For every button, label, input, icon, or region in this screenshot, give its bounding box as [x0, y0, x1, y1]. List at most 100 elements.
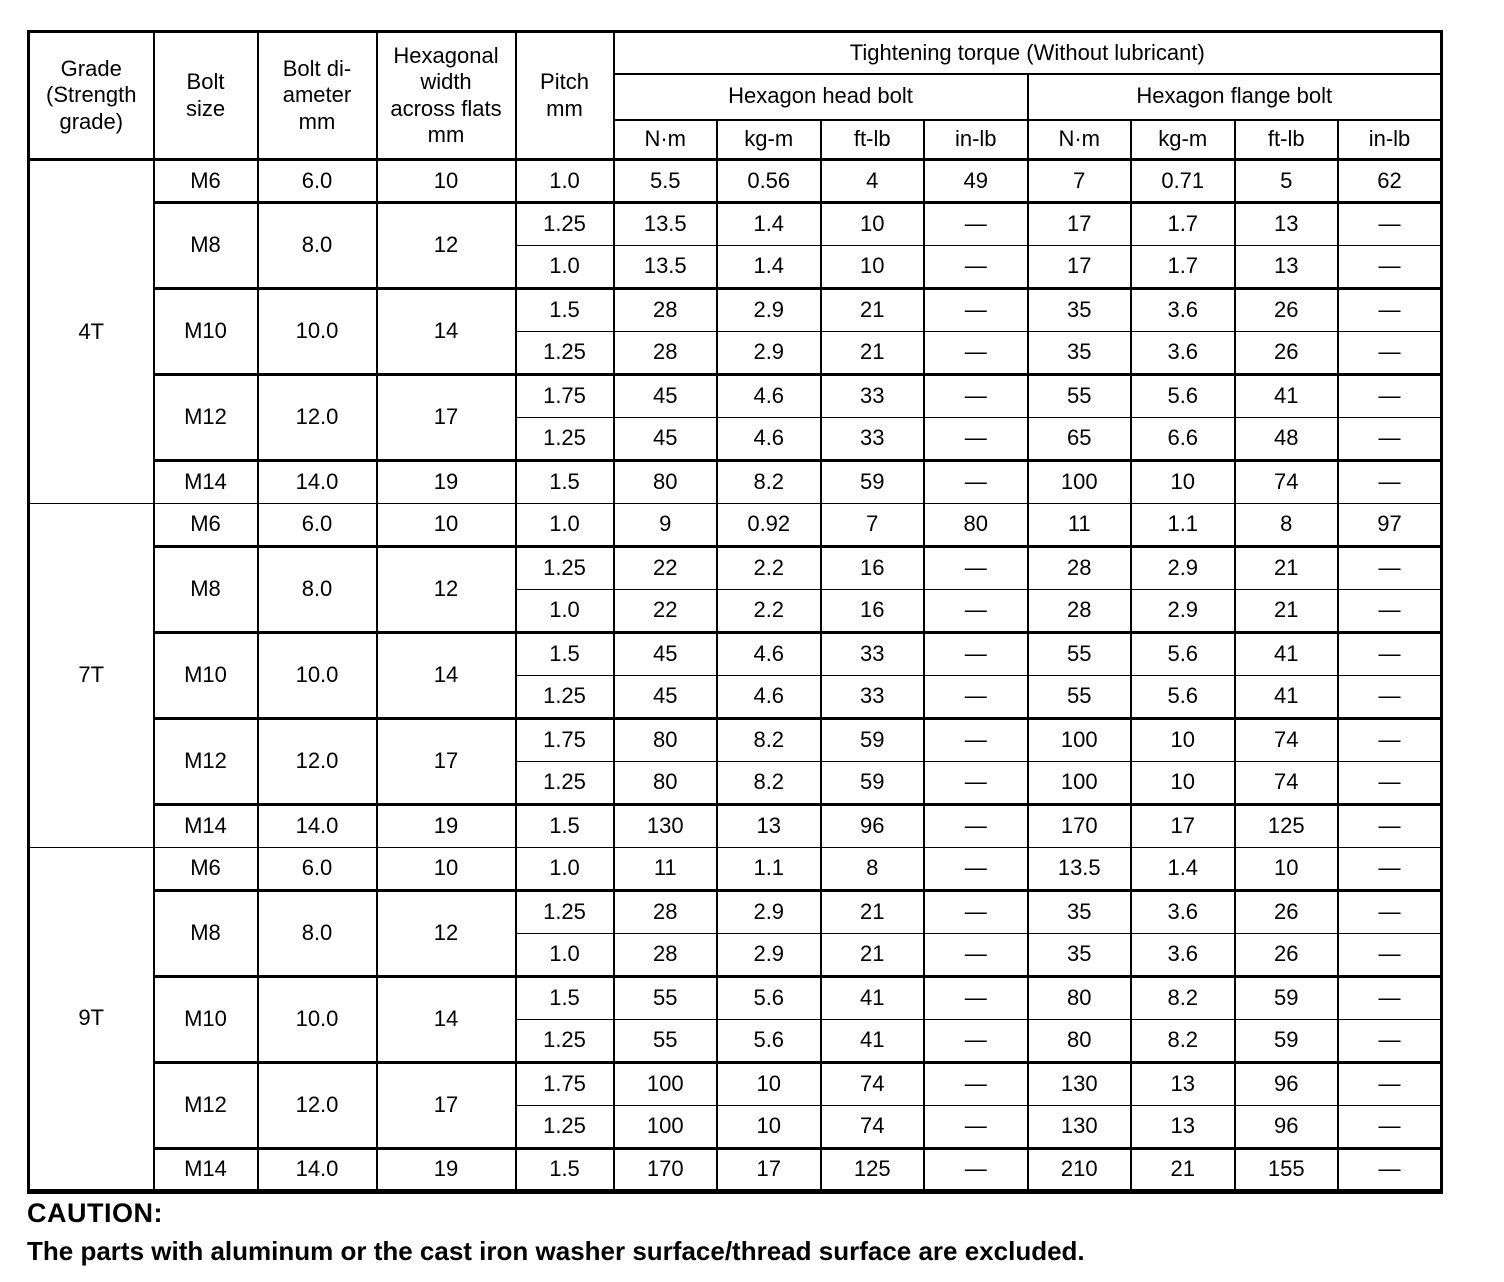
- flange-bolt-torque-cell: 1.4: [1130, 847, 1236, 891]
- head-bolt-torque-cell: 16: [819, 589, 925, 633]
- head-bolt-torque-cell: 33: [819, 631, 925, 676]
- flange-bolt-torque-cell: 3.6: [1130, 331, 1236, 375]
- col-header-pitch: Pitch mm: [514, 30, 615, 161]
- flange-bolt-torque-cell: 125: [1233, 803, 1339, 848]
- bolt-size-cell: M14: [152, 459, 259, 504]
- head-bolt-torque-cell: —: [923, 803, 1029, 848]
- head-bolt-torque-cell: 7: [819, 503, 925, 547]
- grade-cell: 4T: [27, 159, 155, 504]
- head-bolt-torque-cell: 2.2: [716, 545, 822, 590]
- head-bolt-torque-cell: 33: [819, 373, 925, 418]
- head-bolt-torque-cell: 33: [819, 675, 925, 719]
- flange-bolt-torque-cell: 2.9: [1130, 589, 1236, 633]
- head-bolt-torque-cell: 10: [716, 1061, 822, 1106]
- table-row: 7T M6 6.0 10 1.0 9 0.92 7 80 11 1.1 8 97: [27, 503, 1443, 848]
- flange-bolt-torque-cell: 35: [1026, 933, 1132, 977]
- head-bolt-torque-cell: —: [923, 287, 1029, 332]
- bolt-diameter-cell: 8.0: [256, 889, 378, 977]
- head-bolt-torque-cell: —: [923, 975, 1029, 1020]
- table-row: M14 14.0 19 1.5 170 17 125—210 21 155—: [29, 1147, 1443, 1192]
- pitch-cell: 1.25: [514, 761, 615, 805]
- bolt-diameter-cell: 6.0: [256, 159, 378, 203]
- unit-header-head-nm: N·m: [612, 118, 718, 161]
- flange-bolt-torque-cell: 8.2: [1130, 1019, 1236, 1063]
- head-bolt-torque-cell: 8.2: [716, 761, 822, 805]
- hex-width-cell: 17: [375, 373, 517, 461]
- head-bolt-torque-cell: —: [923, 331, 1029, 375]
- head-bolt-torque-cell: 0.56: [716, 159, 822, 203]
- head-bolt-torque-cell: 41: [819, 1019, 925, 1063]
- flange-bolt-torque-cell: 21: [1130, 1147, 1236, 1192]
- flange-bolt-torque-cell: —: [1337, 889, 1443, 934]
- flange-bolt-torque-cell: 65: [1026, 417, 1132, 461]
- flange-bolt-torque-cell: 1.1: [1130, 503, 1236, 547]
- head-bolt-torque-cell: 74: [819, 1105, 925, 1149]
- flange-bolt-torque-cell: 3.6: [1130, 287, 1236, 332]
- flange-bolt-torque-cell: —: [1337, 675, 1443, 719]
- head-bolt-torque-cell: 13.5: [612, 245, 718, 289]
- table-row: 1.0 28 2.9 21—35 3.6 26—: [29, 933, 1443, 977]
- head-bolt-torque-cell: —: [923, 1105, 1029, 1149]
- bolt-size-cell: M8: [152, 545, 259, 633]
- flange-bolt-torque-cell: —: [1337, 545, 1443, 590]
- flange-bolt-torque-cell: 130: [1026, 1061, 1132, 1106]
- head-bolt-torque-cell: 41: [819, 975, 925, 1020]
- head-bolt-torque-cell: 80: [612, 761, 718, 805]
- head-bolt-torque-cell: 5.6: [716, 975, 822, 1020]
- flange-bolt-torque-cell: 80: [1026, 1019, 1132, 1063]
- head-bolt-torque-cell: 2.9: [716, 287, 822, 332]
- flange-bolt-torque-cell: 80: [1026, 975, 1132, 1020]
- bolt-size-cell: M8: [152, 889, 259, 977]
- table-row: 1.25 80 8.2 59—100 10 74—: [29, 761, 1443, 805]
- head-bolt-torque-cell: 0.92: [716, 503, 822, 547]
- flange-bolt-torque-cell: —: [1337, 933, 1443, 977]
- head-bolt-torque-cell: 21: [819, 889, 925, 934]
- flange-bolt-torque-cell: 0.71: [1130, 159, 1236, 203]
- pitch-cell: 1.5: [514, 631, 615, 676]
- hex-width-cell: 17: [375, 717, 517, 805]
- flange-bolt-torque-cell: 10: [1130, 761, 1236, 805]
- head-bolt-torque-cell: 45: [612, 417, 718, 461]
- bolt-diameter-cell: 14.0: [256, 803, 378, 848]
- flange-bolt-torque-cell: 210: [1026, 1147, 1132, 1192]
- table-row: M10 10.0 14 1.5 28 2.9 21—35 3.6 26—: [29, 287, 1443, 375]
- pitch-cell: 1.0: [514, 159, 615, 203]
- torque-spec-table: Grade (Strength grade) Bolt size Bolt di…: [27, 30, 1444, 1194]
- table-row: M12 12.0 17 1.75 100 10 74—130 13 96—: [29, 1061, 1443, 1149]
- hex-width-cell: 10: [375, 847, 517, 891]
- flange-bolt-torque-cell: —: [1337, 373, 1443, 418]
- bolt-diameter-cell: 8.0: [256, 201, 378, 289]
- flange-bolt-torque-cell: 5.6: [1130, 373, 1236, 418]
- head-bolt-torque-cell: 1.4: [716, 245, 822, 289]
- header-tightening-torque: Tightening torque (Without lubricant): [612, 30, 1443, 75]
- pitch-cell: 1.25: [514, 417, 615, 461]
- bolt-diameter-cell: 14.0: [256, 459, 378, 504]
- flange-bolt-torque-cell: 55: [1026, 631, 1132, 676]
- table-row: M10 10.0 14 1.5 45 4.6 33—55 5.6 41—: [29, 631, 1443, 719]
- head-bolt-torque-cell: 2.9: [716, 331, 822, 375]
- bolt-size-cell: M10: [152, 631, 259, 719]
- pitch-cell: 1.5: [514, 975, 615, 1020]
- bolt-size-cell: M6: [152, 847, 259, 891]
- pitch-cell: 1.75: [514, 1061, 615, 1106]
- head-bolt-torque-cell: 59: [819, 761, 925, 805]
- col-header-hex-width: Hexagonal width across flats mm: [375, 30, 517, 161]
- pitch-cell: 1.0: [514, 589, 615, 633]
- flange-bolt-torque-cell: 130: [1026, 1105, 1132, 1149]
- head-bolt-torque-cell: 45: [612, 631, 718, 676]
- head-bolt-torque-cell: 8.2: [716, 717, 822, 762]
- table-row: 1.0 22 2.2 16—28 2.9 21—: [29, 589, 1443, 633]
- head-bolt-torque-cell: 170: [612, 1147, 718, 1192]
- col-header-bolt-size: Bolt size: [152, 30, 259, 161]
- flange-bolt-torque-cell: 100: [1026, 761, 1132, 805]
- head-bolt-torque-cell: 4.6: [716, 631, 822, 676]
- flange-bolt-torque-cell: —: [1337, 717, 1443, 762]
- head-bolt-torque-cell: —: [923, 1061, 1029, 1106]
- hex-width-cell: 14: [375, 975, 517, 1063]
- flange-bolt-torque-cell: 17: [1130, 803, 1236, 848]
- head-bolt-torque-cell: 21: [819, 287, 925, 332]
- flange-bolt-torque-cell: 41: [1233, 373, 1339, 418]
- head-bolt-torque-cell: 8.2: [716, 459, 822, 504]
- hex-width-cell: 12: [375, 545, 517, 633]
